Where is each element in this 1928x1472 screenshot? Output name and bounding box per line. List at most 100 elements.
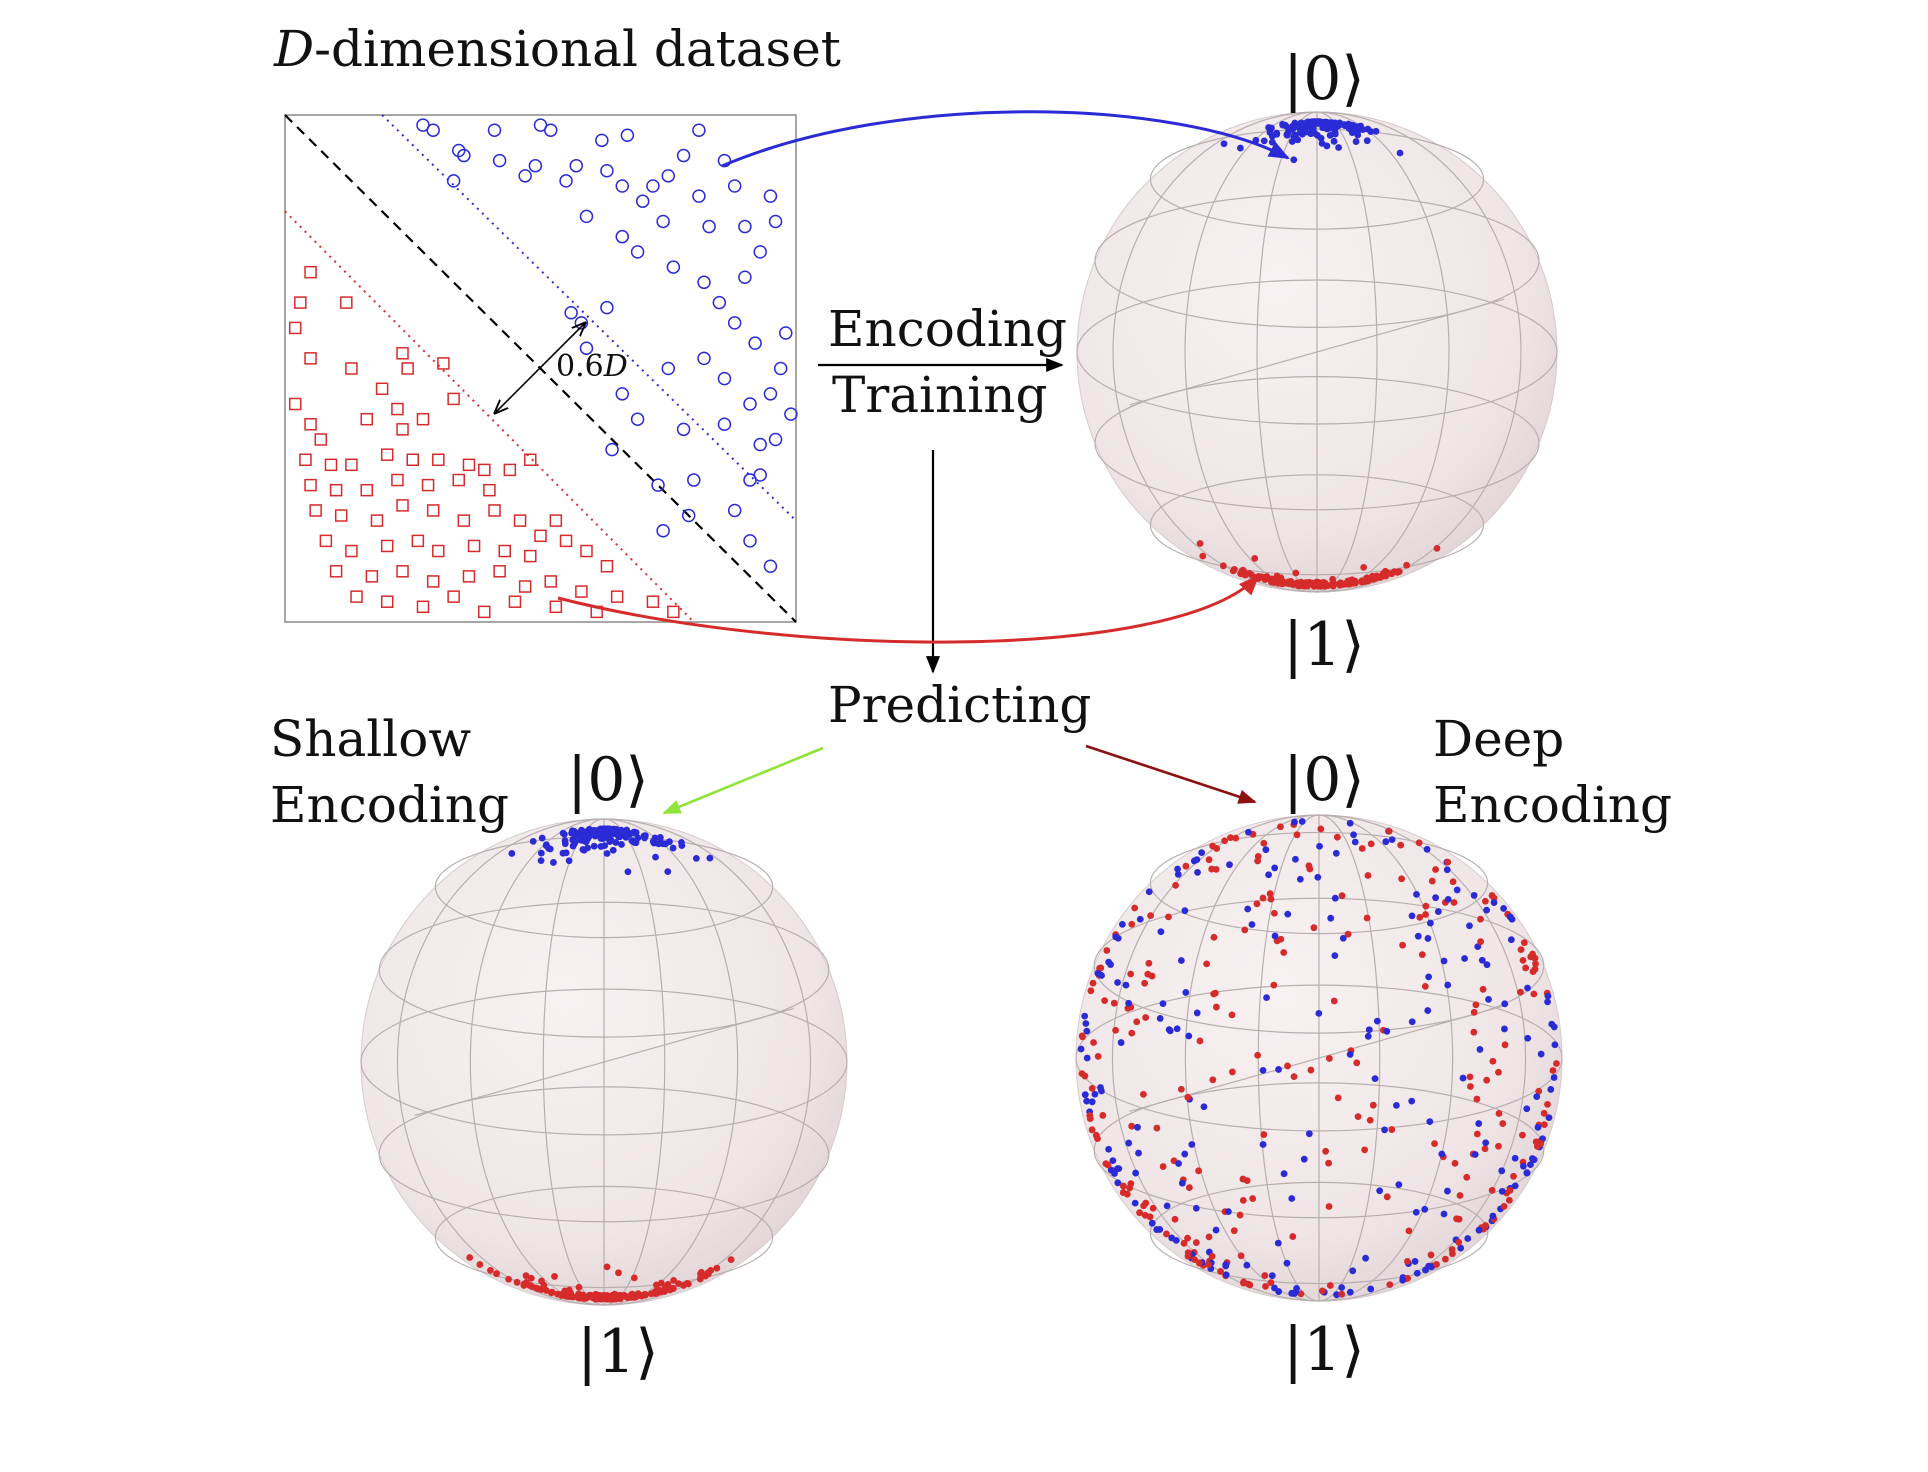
class0-state — [1094, 969, 1102, 977]
class0-state — [1324, 124, 1332, 132]
class1-state — [1427, 1251, 1435, 1259]
class0-state — [1315, 1009, 1323, 1017]
class0-state — [1341, 122, 1349, 130]
state-points — [1077, 818, 1560, 1299]
class0-state — [1198, 849, 1206, 857]
class0-point — [779, 326, 793, 340]
class0-point — [773, 361, 788, 376]
shallow-ket1-label: |1⟩ — [577, 1317, 659, 1387]
class1-point — [498, 544, 511, 558]
class1-state — [1403, 561, 1411, 569]
class0-state — [1291, 818, 1298, 826]
class1-point — [600, 559, 614, 573]
class0-state — [1511, 1182, 1519, 1190]
class0-state — [1485, 995, 1492, 1003]
class0-state — [1501, 1025, 1508, 1033]
class0-state — [1192, 1204, 1200, 1212]
class0-state — [590, 842, 598, 850]
class0-state — [1320, 120, 1328, 127]
class0-state — [565, 857, 573, 865]
class1-point — [478, 605, 491, 619]
class1-state — [1532, 960, 1539, 968]
class0-state — [1316, 842, 1323, 850]
class1-point — [503, 463, 517, 477]
class1-point — [575, 585, 588, 598]
class0-state — [1501, 1000, 1509, 1008]
class0-state — [1392, 1101, 1400, 1109]
class0-state — [1244, 905, 1252, 913]
class0-state — [1349, 1267, 1357, 1275]
class1-state — [1219, 562, 1227, 570]
deep-label-line1: Deep — [1433, 710, 1564, 768]
class1-state — [1456, 1192, 1464, 1199]
class1-state — [1254, 1051, 1262, 1059]
class1-state — [1361, 1146, 1369, 1154]
class1-point — [478, 463, 491, 477]
class0-state — [1178, 1179, 1186, 1187]
class1-state — [1292, 569, 1300, 577]
class0-state — [1091, 1090, 1099, 1098]
class1-point — [391, 402, 404, 416]
class0-state — [1298, 121, 1306, 129]
class1-state — [727, 1256, 735, 1263]
class0-point — [692, 189, 706, 203]
class1-state — [1360, 578, 1368, 585]
class1-state — [1185, 1184, 1193, 1192]
class0-state — [1306, 119, 1313, 126]
class0-state — [1365, 1026, 1373, 1034]
class0-state — [576, 834, 584, 842]
class0-state — [1077, 1045, 1085, 1053]
deep-label-line2: Encoding — [1433, 776, 1672, 834]
class0-state — [1330, 137, 1338, 145]
class0-state — [546, 845, 554, 853]
class1-point — [534, 529, 547, 543]
class0-state — [656, 834, 664, 842]
class1-state — [1495, 1110, 1503, 1117]
class1-state — [1297, 1290, 1305, 1298]
class0-state — [611, 827, 619, 835]
class1-state — [1089, 979, 1097, 987]
class0-state — [1478, 956, 1486, 964]
class0-state — [1506, 913, 1514, 921]
class0-state — [1083, 1054, 1091, 1062]
class1-point — [508, 595, 522, 608]
class0-state — [559, 829, 567, 837]
class0-state — [625, 831, 633, 838]
class1-state — [1131, 904, 1139, 912]
class0-state — [1396, 149, 1404, 157]
class0-state — [1483, 961, 1491, 969]
class0-state — [1551, 1041, 1559, 1049]
class1-point — [524, 549, 537, 563]
class1-state — [1466, 1073, 1474, 1081]
class0-state — [1388, 836, 1396, 844]
class0-state — [1282, 122, 1290, 130]
class0-state — [1163, 1202, 1171, 1210]
class0-state — [1411, 1258, 1419, 1265]
class0-state — [1260, 137, 1268, 145]
class0-point — [600, 164, 614, 178]
class0-state — [1311, 129, 1319, 137]
class1-point — [360, 412, 374, 426]
dataset-scatter-panel: 0.6D — [284, 114, 798, 623]
class1-state — [1386, 1281, 1394, 1289]
class1-state — [1472, 1001, 1480, 1009]
class1-point — [309, 504, 322, 517]
class1-state — [1451, 1159, 1459, 1167]
class0-state — [1236, 144, 1244, 152]
class1-state — [1519, 956, 1527, 964]
class1-state — [1549, 1067, 1557, 1074]
class1-state — [1304, 582, 1311, 590]
class1-state — [1505, 1196, 1513, 1204]
class0-point — [620, 128, 635, 143]
class1-state — [1119, 1182, 1127, 1190]
class0-state — [1212, 1226, 1220, 1234]
class1-point — [329, 483, 343, 497]
class1-state — [1228, 1068, 1236, 1076]
class1-state — [1367, 840, 1375, 848]
class0-state — [664, 868, 672, 876]
class1-state — [1384, 569, 1392, 577]
class0-state — [1498, 1167, 1506, 1175]
class0-state — [1461, 955, 1468, 962]
class1-point — [380, 539, 394, 553]
class1-state — [1450, 899, 1458, 906]
